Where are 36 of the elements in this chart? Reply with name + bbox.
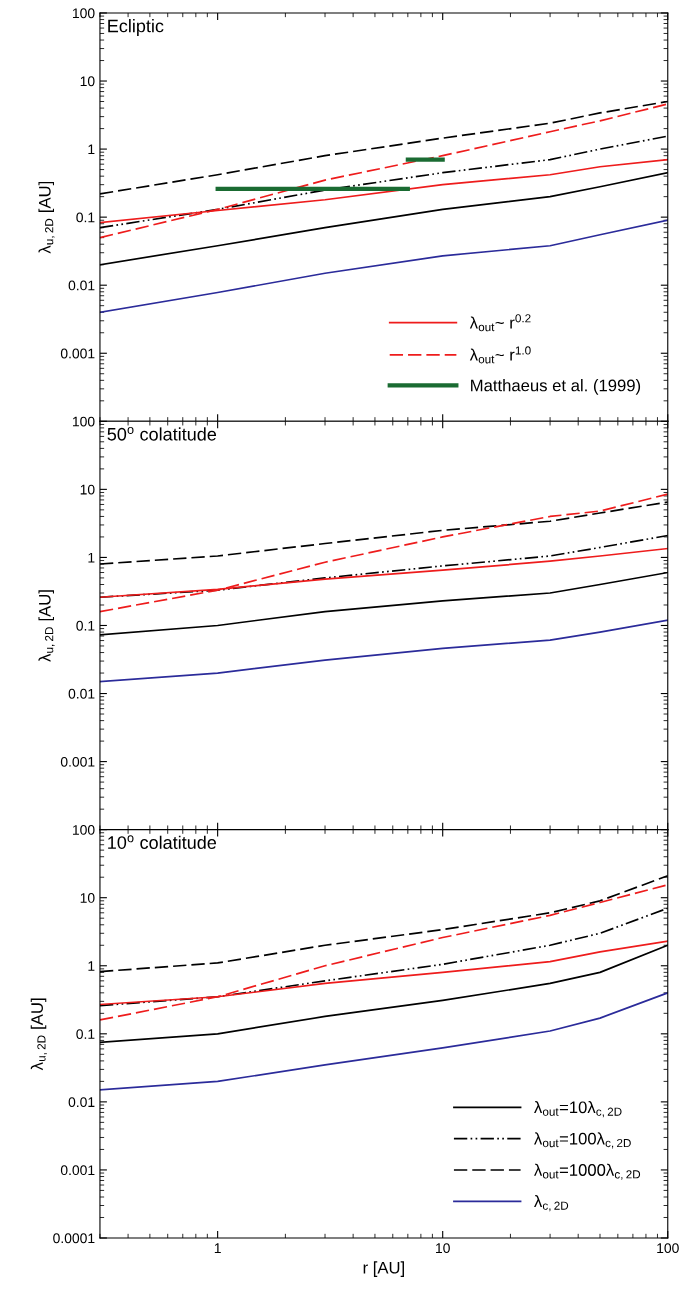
y-tick-label: 0.1 xyxy=(76,212,95,223)
legend-label: λ$_{out}$=100λ$_{c,2D}$ xyxy=(534,1132,631,1149)
legend-label: Matthaeus et al. (1999) xyxy=(471,379,641,395)
y-tick-label: 0.0001 xyxy=(53,1233,95,1244)
legend-label: λ$_{out}$~ r$^{1.0}$ xyxy=(469,346,531,364)
legend-label: λ$_{c,2D}$ xyxy=(534,1194,569,1212)
y-tick-label: 10 xyxy=(80,893,95,903)
y-tick-label: 100 xyxy=(72,416,95,427)
y-tick-label: 0.1 xyxy=(76,1029,95,1039)
y-axis-title: λ$_{u,2D}$ [AU] xyxy=(30,998,47,1071)
chart-title: Ecliptic xyxy=(108,19,164,36)
y-tick-label: 0.001 xyxy=(60,348,95,359)
y-tick-label: 1 xyxy=(88,144,95,155)
y-tick-label: 0.1 xyxy=(76,620,95,631)
legend-label: λ$_{out}$~ r$^{0.2}$ xyxy=(469,314,531,332)
y-tick-label: 100 xyxy=(72,824,95,835)
x-tick-label: 100 xyxy=(657,1243,679,1254)
y-tick-label: 10 xyxy=(80,76,95,87)
x-tick-label: 1 xyxy=(214,1243,221,1253)
y-axis-title: λ$_{u,2D}$ [AU] xyxy=(38,181,55,254)
y-tick-label: 1 xyxy=(88,552,95,563)
y-tick-label: 100 xyxy=(72,8,95,19)
x-axis-title: r [AU] xyxy=(363,1261,404,1277)
x-tick-label: 10 xyxy=(436,1243,450,1254)
chart-title: 50$^{o}$ colatitude xyxy=(107,426,217,441)
legend-label: λ$_{out}$=1000λ$_{c,2D}$ xyxy=(534,1163,641,1180)
y-tick-label: 0.01 xyxy=(68,280,95,291)
y-tick-label: 0.001 xyxy=(60,1165,95,1176)
chart-title: 10$^{o}$ colatitude xyxy=(108,835,217,849)
y-tick-label: 1 xyxy=(88,961,95,971)
y-tick-label: 0.01 xyxy=(68,688,95,699)
legend-label: λ$_{out}$=10λ$_{c,2D}$ xyxy=(534,1100,622,1118)
y-tick-label: 10 xyxy=(80,484,95,495)
y-tick-label: 0.001 xyxy=(60,756,95,767)
y-tick-label: 0.01 xyxy=(68,1097,95,1108)
y-axis-title: λ$_{u,2D}$ [AU] xyxy=(38,590,55,662)
